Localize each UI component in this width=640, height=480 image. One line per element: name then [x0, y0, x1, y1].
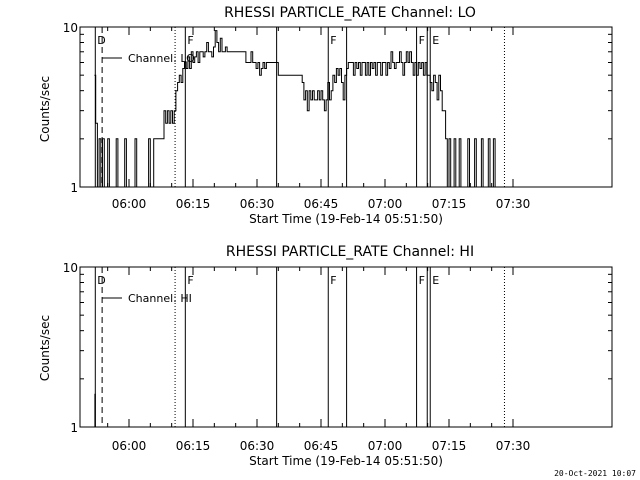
- marker-label: F: [187, 274, 193, 287]
- x-tick-label: 07:15: [432, 439, 467, 453]
- x-tick-label: 07:15: [432, 197, 467, 211]
- x-axis-label: Start Time (19-Feb-14 05:51:50): [249, 212, 443, 226]
- marker-label: E: [432, 34, 439, 47]
- y-tick-label: 1: [70, 181, 78, 195]
- series-line: [94, 30, 504, 188]
- footer-timestamp: 20-Oct-2021 10:07: [554, 469, 636, 478]
- x-tick-label: 06:30: [240, 197, 275, 211]
- y-axis-label: Counts/sec: [38, 76, 52, 142]
- marker-label: D: [97, 34, 105, 47]
- marker-label: F: [330, 34, 336, 47]
- x-tick-label: 06:45: [304, 439, 339, 453]
- y-axis-label: Counts/sec: [38, 315, 52, 381]
- x-tick-label: 07:30: [496, 439, 531, 453]
- chart-title: RHESSI PARTICLE_RATE Channel: HI: [226, 244, 474, 260]
- x-tick-label: 06:15: [176, 439, 211, 453]
- chart-title: RHESSI PARTICLE_RATE Channel: LO: [224, 5, 476, 21]
- marker-label: F: [419, 34, 425, 47]
- marker-label: F: [330, 274, 336, 287]
- marker-label: F: [187, 34, 193, 47]
- y-tick-label: 10: [63, 21, 78, 35]
- legend-label: Channel: HI: [128, 292, 192, 305]
- marker-label: E: [432, 274, 439, 287]
- x-tick-label: 06:30: [240, 439, 275, 453]
- marker-label: F: [419, 274, 425, 287]
- chart-panel-hi: RHESSI PARTICLE_RATE Channel: HI Start T…: [38, 244, 613, 468]
- plot-frame: [79, 266, 613, 428]
- x-tick-label: 07:30: [496, 197, 531, 211]
- legend-label: Channel: LO: [128, 52, 195, 65]
- x-tick-label: 07:00: [368, 439, 403, 453]
- x-tick-label: 07:00: [368, 197, 403, 211]
- x-tick-label: 06:00: [112, 197, 147, 211]
- x-tick-label: 06:45: [304, 197, 339, 211]
- x-tick-label: 06:15: [176, 197, 211, 211]
- plot-frame: [79, 26, 613, 188]
- chart-panel-lo: RHESSI PARTICLE_RATE Channel: LO Start T…: [38, 5, 613, 226]
- x-axis-label: Start Time (19-Feb-14 05:51:50): [249, 454, 443, 468]
- y-tick-label: 10: [63, 261, 78, 275]
- x-tick-label: 06:00: [112, 439, 147, 453]
- series-line: [94, 393, 96, 428]
- marker-label: D: [97, 274, 105, 287]
- y-tick-label: 1: [70, 421, 78, 435]
